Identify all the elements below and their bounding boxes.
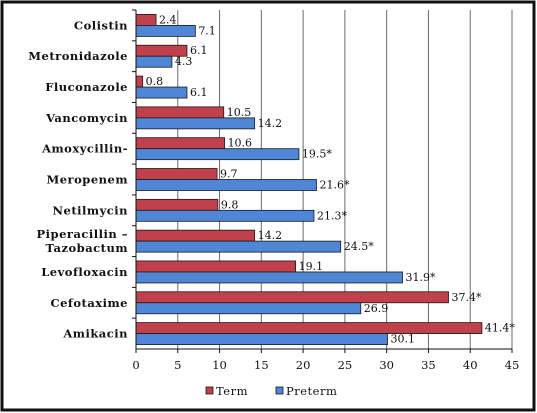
bar-preterm	[135, 302, 362, 315]
x-tick-label: 0	[132, 358, 139, 372]
bar-term	[135, 14, 157, 26]
data-label-preterm: 7.1	[198, 24, 216, 37]
legend-term-label: Term	[216, 384, 248, 398]
x-tick-label: 45	[505, 358, 520, 372]
bar-preterm	[135, 86, 188, 99]
bar-preterm	[135, 271, 403, 284]
x-tick-label: 15	[254, 358, 269, 372]
bar-term	[135, 106, 225, 119]
bar-term	[135, 260, 296, 273]
data-label-term: 19.1	[299, 260, 324, 273]
x-tick-label: 20	[296, 358, 311, 372]
legend-term-swatch	[205, 386, 214, 395]
category-label: Piperacillin –	[37, 227, 128, 241]
x-tick-label: 5	[174, 358, 181, 372]
category-label: Amikacin	[62, 327, 128, 341]
axes: 0 5 10 15 20 25 30 35 40 45	[132, 9, 520, 372]
category-label: Meropenem	[47, 173, 128, 187]
data-label-term: 0.8	[146, 75, 164, 88]
data-label-term: 9.7	[220, 168, 238, 181]
bar-preterm	[135, 148, 300, 161]
bar-preterm	[135, 25, 196, 37]
data-label-preterm: 26.9	[364, 302, 389, 315]
data-label-term: 41.4*	[485, 322, 515, 335]
bar-term	[135, 291, 449, 304]
data-label-term: 6.1	[190, 44, 208, 57]
legend-preterm-swatch	[275, 386, 284, 395]
data-label-term: 9.8	[221, 198, 239, 211]
category-label: Netilmycin	[53, 203, 129, 217]
legend-preterm-label: Preterm	[286, 384, 337, 398]
bar-term	[135, 322, 483, 334]
data-label-preterm: 19.5*	[302, 148, 332, 161]
data-label-term: 10.6	[228, 137, 253, 150]
data-label-preterm: 31.9*	[406, 271, 436, 284]
data-label-term: 14.2	[258, 229, 283, 242]
data-label-preterm: 6.1	[190, 86, 208, 99]
bar-preterm	[135, 240, 342, 253]
x-tick-label: 35	[421, 358, 436, 372]
data-label-preterm: 14.2	[258, 117, 283, 130]
data-label-term: 10.5	[227, 106, 252, 119]
bar-preterm	[135, 333, 388, 345]
data-label-preterm: 21.6*	[319, 179, 349, 192]
data-label-preterm: 4.3	[175, 55, 193, 68]
category-label: Amoxycillin-	[41, 142, 128, 156]
legend: Term Preterm	[205, 384, 337, 398]
x-tick-label: 25	[338, 358, 353, 372]
category-label: Colistin	[74, 18, 128, 32]
bar-term	[135, 137, 225, 150]
bar-preterm	[135, 179, 317, 191]
category-label: Cefotaxime	[50, 296, 128, 310]
x-tick-label: 10	[212, 358, 227, 372]
bar-preterm	[135, 55, 173, 68]
category-label: Tazobactum	[46, 241, 128, 255]
category-label: Metronidazole	[28, 49, 128, 63]
bar-term	[135, 229, 256, 242]
bar-preterm	[135, 209, 315, 222]
data-label-term: 37.4*	[451, 291, 481, 304]
bar-term	[135, 75, 144, 88]
data-label-preterm: 21.3*	[317, 209, 347, 222]
data-label-term: 2.4	[159, 13, 177, 26]
bars	[135, 14, 483, 345]
data-label-preterm: 24.5*	[344, 240, 374, 253]
data-label-preterm: 30.1	[391, 333, 416, 346]
bar-term	[135, 198, 219, 211]
bar-term	[135, 168, 218, 180]
x-tick-label: 30	[379, 358, 394, 372]
x-tick-label: 40	[463, 358, 478, 372]
bar-preterm	[135, 117, 256, 130]
category-label: Vancomycin	[45, 111, 128, 125]
category-label: Fluconazole	[45, 80, 128, 94]
category-label: Levofloxacin	[41, 265, 128, 279]
